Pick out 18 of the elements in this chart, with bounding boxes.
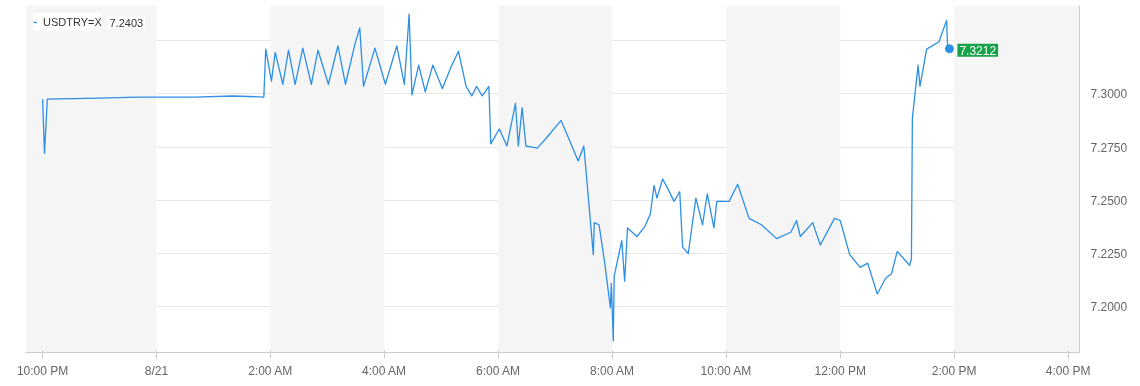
y-tick-label: 7.3000 bbox=[1090, 87, 1128, 102]
legend-label: USDTRY=X bbox=[43, 16, 102, 28]
y-tick-label: 7.2750 bbox=[1090, 140, 1128, 155]
x-tick-label: 12:00 PM bbox=[814, 363, 866, 378]
x-tick-label: 10:00 PM bbox=[16, 363, 69, 378]
x-tick-label: 2:00 PM bbox=[931, 363, 977, 378]
y-tick-label: 7.2000 bbox=[1090, 300, 1128, 315]
y-tick-label: 7.2250 bbox=[1090, 247, 1128, 262]
x-tick-label: 8/21 bbox=[144, 363, 169, 378]
y-tick-label: 7.2500 bbox=[1090, 193, 1128, 208]
x-tick-label: 4:00 AM bbox=[362, 363, 407, 378]
x-tick-label: 2:00 AM bbox=[248, 363, 293, 378]
x-tick-label: 4:00 PM bbox=[1045, 363, 1091, 378]
annotation: 7.3212 bbox=[959, 43, 997, 58]
x-tick-label: 8:00 AM bbox=[589, 363, 635, 378]
annotation: 7.2403 bbox=[109, 16, 144, 29]
x-tick-label: 6:00 AM bbox=[476, 363, 521, 378]
x-tick-label: 10:00 AM bbox=[700, 363, 752, 378]
